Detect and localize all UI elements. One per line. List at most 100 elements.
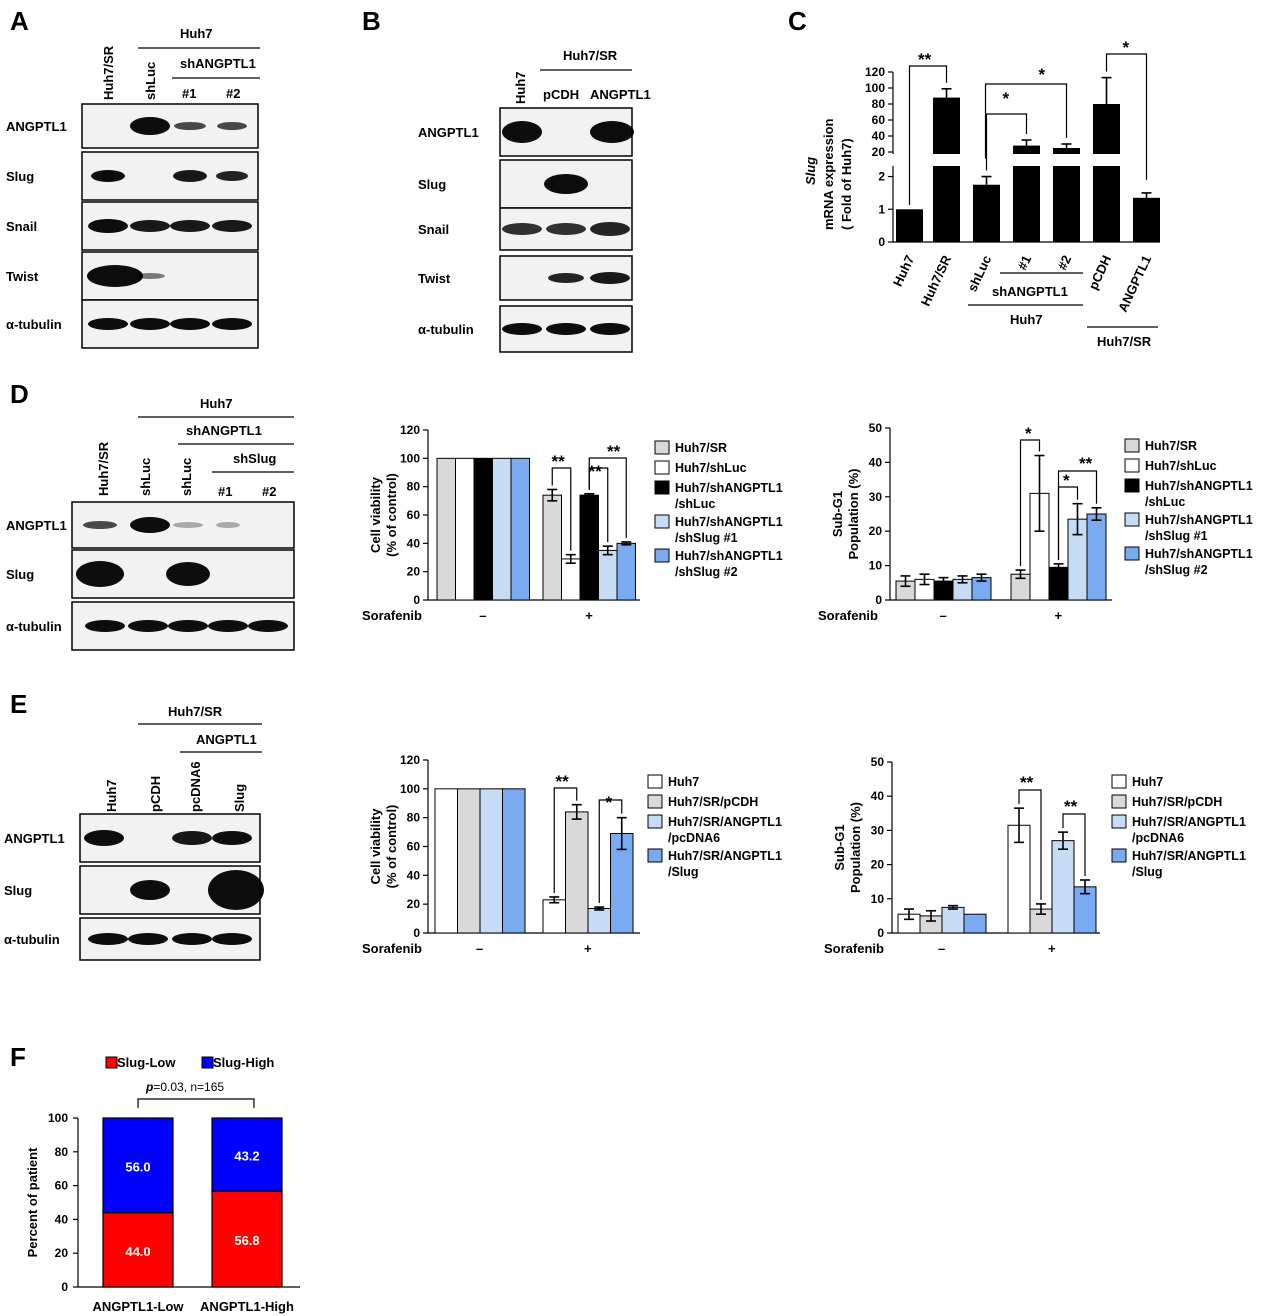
- chart-e-subg1-y-tick-label: 20: [871, 858, 885, 872]
- panel-letter-f: F: [10, 1042, 26, 1072]
- chart-d-subg1-bracket: [1057, 470, 1098, 560]
- blot-band: [130, 318, 170, 330]
- chart-f-y-tick-label: 80: [55, 1145, 69, 1159]
- chart-e-viability-bracket: [553, 787, 578, 893]
- chart-c-category-label: #1: [1015, 253, 1035, 272]
- blot-band: [83, 521, 117, 529]
- chart-f-data-label: 44.0: [125, 1244, 150, 1259]
- blot-band: [130, 117, 170, 135]
- chart-d-subg1-sorafenib-plus: +: [1055, 608, 1063, 623]
- blot-d-lane-label: #2: [262, 484, 276, 499]
- chart-e-viability-y-tick-label: 100: [400, 782, 420, 796]
- chart-e-viability-legend-swatch: [647, 814, 663, 829]
- chart-f-y-label: Percent of patient: [25, 1147, 40, 1257]
- chart-e-viability-bar: [479, 788, 503, 934]
- chart-d-viability-y-tick-label: 100: [400, 451, 420, 465]
- chart-d-subg1-sorafenib-label: Sorafenib: [818, 608, 878, 623]
- blot-band: [212, 318, 252, 330]
- blot-e-lane-label: pCDH: [148, 776, 163, 812]
- chart-e-subg1-sorafenib-plus: +: [1048, 941, 1056, 956]
- chart-d-viability-legend-swatch: [654, 440, 670, 455]
- blot-band: [84, 830, 124, 846]
- chart-d-viability-sorafenib-label: Sorafenib: [362, 608, 422, 623]
- chart-e-subg1-legend-swatch: [1111, 794, 1127, 809]
- blot-band: [212, 831, 252, 845]
- chart-f-legend-label: Slug-High: [213, 1055, 274, 1070]
- blot-band: [502, 323, 542, 335]
- blot-band: [170, 318, 210, 330]
- blot-band: [208, 870, 264, 910]
- chart-f-bar-segment: [211, 1117, 283, 1192]
- chart-d-viability-legend-swatch: [654, 548, 670, 563]
- chart-e-viability-legend-label: Huh7: [668, 775, 699, 789]
- chart-c-y-tick-label: 60: [872, 113, 886, 127]
- chart-e-subg1-y-label: Sub-G1: [832, 824, 847, 870]
- chart-f-data-label: 56.0: [125, 1159, 150, 1174]
- chart-e-subg1-y-tick-label: 10: [871, 892, 885, 906]
- blot-b-lane-label: pCDH: [543, 87, 579, 102]
- chart-d-subg1-y-tick-label: 30: [869, 490, 883, 504]
- blot-band: [590, 272, 630, 284]
- chart-e-subg1-legend-label: /pcDNA6: [1132, 831, 1184, 845]
- chart-c-y-tick-label: 0: [878, 235, 885, 249]
- chart-c-group-label: Huh7: [1010, 312, 1043, 327]
- chart-e-viability-y-tick-label: 60: [407, 840, 421, 854]
- panel-letter-d: D: [10, 379, 29, 409]
- blot-band: [85, 620, 125, 632]
- chart-c-bracket: [984, 83, 1068, 159]
- chart-e-viability-bar: [434, 788, 458, 934]
- chart-e-subg1-y-tick-label: 40: [871, 789, 885, 803]
- chart-c-y-tick-label: 80: [872, 97, 886, 111]
- chart-e-viability-sorafenib-label: Sorafenib: [362, 941, 422, 956]
- chart-e-viability-legend-label: Huh7/SR/ANGPTL1: [668, 849, 782, 863]
- chart-e-subg1-legend-label: Huh7/SR/pCDH: [1132, 795, 1222, 809]
- chart-e-viability-bracket: [598, 799, 623, 904]
- blot-d-subgroup-label: shANGPTL1: [186, 423, 262, 438]
- blot-band: [544, 174, 588, 194]
- chart-d-subg1-y-tick-label: 50: [869, 421, 883, 435]
- chart-d-viability-y-label: Cell viability: [368, 476, 383, 553]
- chart-d-subg1-legend-label: /shSlug #2: [1145, 563, 1208, 577]
- chart-e-subg1-y-tick-label: 30: [871, 823, 885, 837]
- chart-d-viability-legend-label: Huh7/shANGPTL1: [675, 549, 783, 563]
- chart-e-subg1-sorafenib-label: Sorafenib: [824, 941, 884, 956]
- chart-e-subg1-legend-swatch: [1111, 814, 1127, 829]
- panel-letter-c: C: [788, 6, 807, 36]
- chart-e-subg1-bar: [941, 906, 965, 934]
- chart-c-category-label: Huh7: [890, 253, 917, 289]
- blot-a-lane-label: Huh7/SR: [101, 45, 116, 100]
- chart-e-subg1-legend-label: /Slug: [1132, 865, 1163, 879]
- blot-band: [91, 170, 125, 182]
- chart-e-subg1-legend-swatch: [1111, 774, 1127, 789]
- blot-band: [546, 323, 586, 335]
- chart-f-legend-swatch: [201, 1056, 214, 1069]
- blot-a-row-label: Snail: [6, 219, 37, 234]
- chart-d-viability-legend-label: Huh7/shANGPTL1: [675, 481, 783, 495]
- blot-d-subsubgroup-label: shSlug: [233, 451, 276, 466]
- chart-c-bracket: [908, 65, 948, 205]
- blot-e-subgroup-label: ANGPTL1: [196, 732, 257, 747]
- blot-d-lane-label: shLuc: [138, 458, 153, 496]
- chart-e-viability-legend-label: Huh7/SR/pCDH: [668, 795, 758, 809]
- chart-d-subg1-legend-swatch: [1124, 478, 1140, 493]
- chart-f-y-tick-label: 40: [55, 1212, 69, 1226]
- chart-c-bar: [973, 184, 1000, 242]
- chart-d-subg1-legend-label: /shSlug #1: [1145, 529, 1208, 543]
- chart-c-y-tick-label: 20: [872, 145, 886, 159]
- chart-d-viability-y-tick-label: 120: [400, 423, 420, 437]
- chart-d-subg1-y-tick-label: 0: [875, 593, 882, 607]
- chart-d-viability-legend-label: /shLuc: [675, 497, 715, 511]
- chart-e-viability-y-tick-label: 0: [413, 926, 420, 940]
- blot-band: [88, 219, 128, 233]
- blot-a-subgroup-label: shANGPTL1: [180, 56, 256, 71]
- chart-d-viability-legend-label: Huh7/shLuc: [675, 461, 747, 475]
- chart-e-subg1-bar: [963, 913, 987, 934]
- chart-d-viability-y-tick-label: 60: [407, 508, 421, 522]
- blot-b-lane-label: Huh7: [513, 72, 528, 105]
- blot-d-lane-label: shLuc: [179, 458, 194, 496]
- chart-c-category-label: #2: [1055, 253, 1075, 272]
- chart-d-viability-star: **: [589, 462, 603, 481]
- blot-a-row-label: Slug: [6, 169, 34, 184]
- chart-e-viability-legend-label: Huh7/SR/ANGPTL1: [668, 815, 782, 829]
- blot-e-group-label: Huh7/SR: [168, 704, 223, 719]
